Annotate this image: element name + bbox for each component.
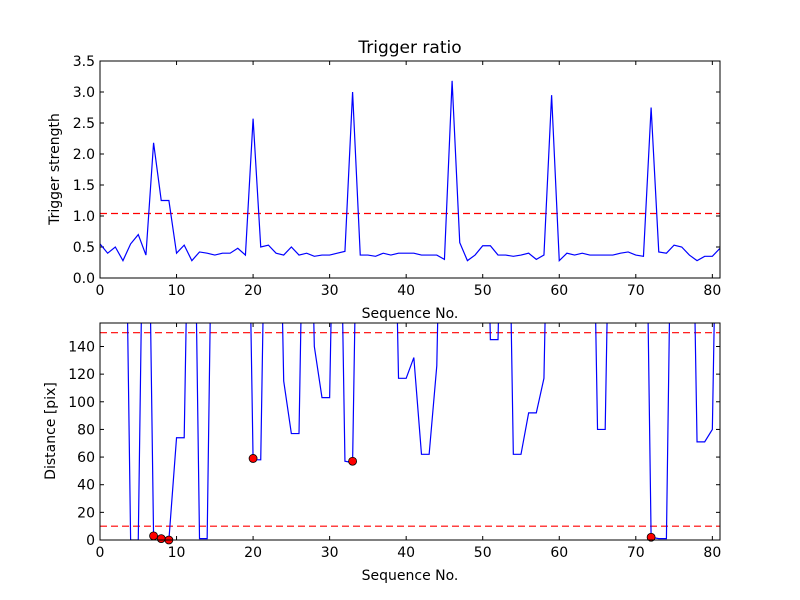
x-tick-label: 0 [96, 545, 105, 561]
x-tick-label: 50 [474, 283, 492, 299]
y-tick-label: 40 [77, 478, 95, 494]
x-tick-label: 70 [627, 545, 645, 561]
x-tick-label: 70 [627, 283, 645, 299]
y-tick-label: 0.0 [73, 271, 95, 287]
plot-frame-2 [99, 322, 721, 541]
y-tick-label: 0.5 [73, 240, 95, 256]
x-tick-label: 20 [244, 545, 262, 561]
trigger-marker-point [156, 534, 166, 544]
x-tick-label: 80 [703, 283, 721, 299]
series-line-distance [127, 323, 715, 540]
x-tick-label: 10 [168, 545, 186, 561]
ticks-1: 0 10 20 30 40 50 60 70 80 0.0 0.5 1.0 1.5 2.0 2.5 3.0 3.… [73, 54, 722, 299]
trigger-marker-point [149, 531, 158, 541]
y-tick-label: 2.5 [73, 116, 95, 132]
ticks-2: 0 10 20 30 40 50 60 70 80 0 20 40 60 80 100 120 140 [68, 323, 721, 561]
y-tick-label: 60 [77, 450, 95, 466]
x-tick-label: 30 [321, 545, 339, 561]
trigger-marker-point [646, 532, 656, 542]
y-tick-label: 3.0 [73, 85, 95, 101]
plot-area-1 [100, 61, 720, 278]
chart-trigger-ratio: Trigger ratio 0 10 20 30 40 50 60 70 80 0.0 0.5 1.0… [47, 38, 721, 322]
x-tick-label: 60 [550, 283, 568, 299]
x-axis-label-1: Sequence No. [362, 306, 459, 322]
x-tick-label: 50 [474, 545, 492, 561]
y-tick-label: 1.5 [73, 178, 95, 194]
plot-area-2 [100, 323, 720, 540]
y-tick-label: 140 [68, 339, 95, 355]
x-tick-label: 40 [397, 545, 415, 561]
y-tick-label: 100 [68, 395, 95, 411]
y-tick-label: 3.5 [73, 54, 95, 70]
chart-distance: 0 10 20 30 40 50 60 70 80 0 20 40 60 80 100 120 140 Sequ… [43, 322, 721, 584]
x-tick-label: 0 [96, 283, 105, 299]
trigger-marker-point [348, 456, 357, 466]
x-tick-label: 80 [703, 545, 721, 561]
y-tick-label: 1.0 [73, 209, 95, 225]
y-axis-label-2: Distance [pix] [43, 382, 59, 480]
series-line-trigger-strength [100, 80, 720, 262]
x-tick-label: 30 [321, 283, 339, 299]
threshold-lines-2 [100, 332, 720, 527]
x-tick-label: 60 [550, 545, 568, 561]
y-tick-label: 80 [77, 422, 95, 438]
x-tick-label: 10 [168, 283, 186, 299]
trigger-marker-point [248, 454, 258, 463]
x-axis-label-2: Sequence No. [362, 568, 459, 584]
y-axis-label-1: Trigger strength [47, 113, 63, 226]
y-tick-label: 2.0 [73, 147, 95, 163]
x-tick-label: 20 [244, 283, 262, 299]
y-tick-label: 0 [86, 533, 95, 549]
y-tick-label: 20 [77, 505, 95, 521]
y-tick-label: 120 [68, 367, 95, 383]
x-tick-label: 40 [397, 283, 415, 299]
plot-frame-1 [99, 60, 721, 279]
chart-title-1: Trigger ratio [357, 38, 461, 58]
